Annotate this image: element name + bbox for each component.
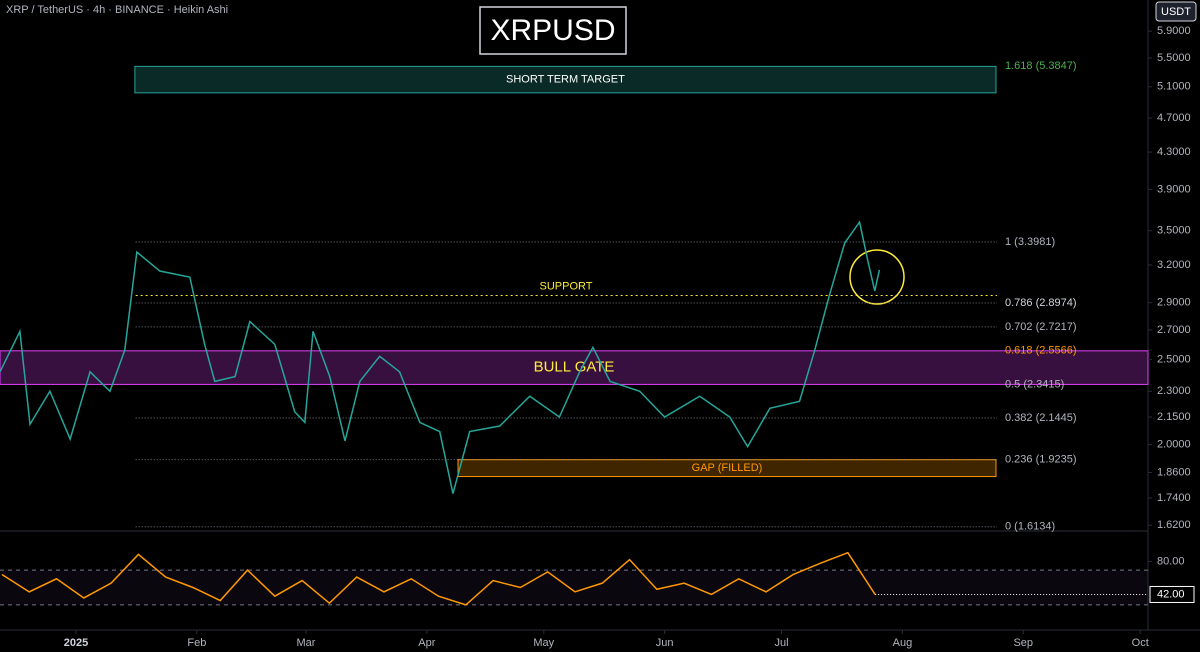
y-tick-label: 2.9000 bbox=[1157, 297, 1191, 309]
y-tick-label: 3.5000 bbox=[1157, 225, 1191, 237]
fib-label: 0.382 (2.1445) bbox=[1005, 412, 1077, 424]
symbol-info: XRP / TetherUS · 4h · BINANCE · Heikin A… bbox=[6, 4, 228, 16]
y-tick-label: 2.5000 bbox=[1157, 353, 1191, 365]
x-tick-label: Mar bbox=[297, 637, 316, 649]
y-tick-label: 2.0000 bbox=[1157, 439, 1191, 451]
zone-label: BULL GATE bbox=[534, 359, 615, 376]
fib-label: 1.618 (5.3847) bbox=[1005, 60, 1077, 72]
x-tick-label: May bbox=[533, 637, 554, 649]
fib-label: 0.618 (2.5566) bbox=[1005, 345, 1077, 357]
x-tick-label: Jul bbox=[775, 637, 789, 649]
currency-label[interactable]: USDT bbox=[1161, 6, 1191, 18]
x-tick-label: Aug bbox=[893, 637, 913, 649]
y-tick-label: 2.3000 bbox=[1157, 385, 1191, 397]
fib-label: 0 (1.6134) bbox=[1005, 521, 1055, 533]
zone bbox=[0, 350, 1149, 385]
last-value-label: 42.00 bbox=[1157, 588, 1185, 600]
title-box bbox=[479, 6, 627, 55]
x-tick-label: Sep bbox=[1013, 637, 1033, 649]
y-tick-label: 5.1000 bbox=[1157, 81, 1191, 93]
y-tick-label: 4.7000 bbox=[1157, 112, 1191, 124]
rsi-band-fill bbox=[0, 570, 1148, 605]
currency-button[interactable] bbox=[1155, 1, 1197, 22]
x-tick-label: Jun bbox=[656, 637, 674, 649]
y-tick-label: 2.1500 bbox=[1157, 411, 1191, 423]
y-tick-label: 1.6200 bbox=[1157, 519, 1191, 531]
zone bbox=[134, 65, 997, 94]
fib-label: 1 (3.3981) bbox=[1005, 236, 1055, 248]
y-tick-label: 80.00 bbox=[1157, 555, 1185, 567]
support-label: SUPPORT bbox=[540, 280, 593, 292]
chart-title: XRPUSD bbox=[490, 14, 615, 47]
y-tick-label: 1.7400 bbox=[1157, 492, 1191, 504]
y-tick-label: 3.9000 bbox=[1157, 183, 1191, 195]
x-tick-label: Oct bbox=[1132, 637, 1149, 649]
highlight-circle bbox=[849, 249, 905, 305]
y-tick-label: 5.5000 bbox=[1157, 52, 1191, 64]
last-value-box bbox=[1149, 585, 1195, 603]
y-tick-label: 5.9000 bbox=[1157, 25, 1191, 37]
zone-label: GAP (FILLED) bbox=[692, 462, 763, 474]
y-tick-label: 4.3000 bbox=[1157, 146, 1191, 158]
x-tick-label: Apr bbox=[418, 637, 435, 649]
fib-label: 0.5 (2.3415) bbox=[1005, 378, 1064, 390]
y-tick-label: 3.2000 bbox=[1157, 259, 1191, 271]
price-line bbox=[0, 220, 881, 494]
price-line bbox=[1, 551, 876, 606]
x-tick-label: Feb bbox=[187, 637, 206, 649]
y-tick-label: 2.7000 bbox=[1157, 324, 1191, 336]
fib-label: 0.702 (2.7217) bbox=[1005, 321, 1077, 333]
y-tick-label: 1.8600 bbox=[1157, 466, 1191, 478]
x-tick-label: 2025 bbox=[64, 637, 88, 649]
fib-label: 0.236 (1.9235) bbox=[1005, 454, 1077, 466]
fib-label: 0.786 (2.8974) bbox=[1005, 297, 1077, 309]
zone-label: SHORT TERM TARGET bbox=[506, 74, 625, 86]
